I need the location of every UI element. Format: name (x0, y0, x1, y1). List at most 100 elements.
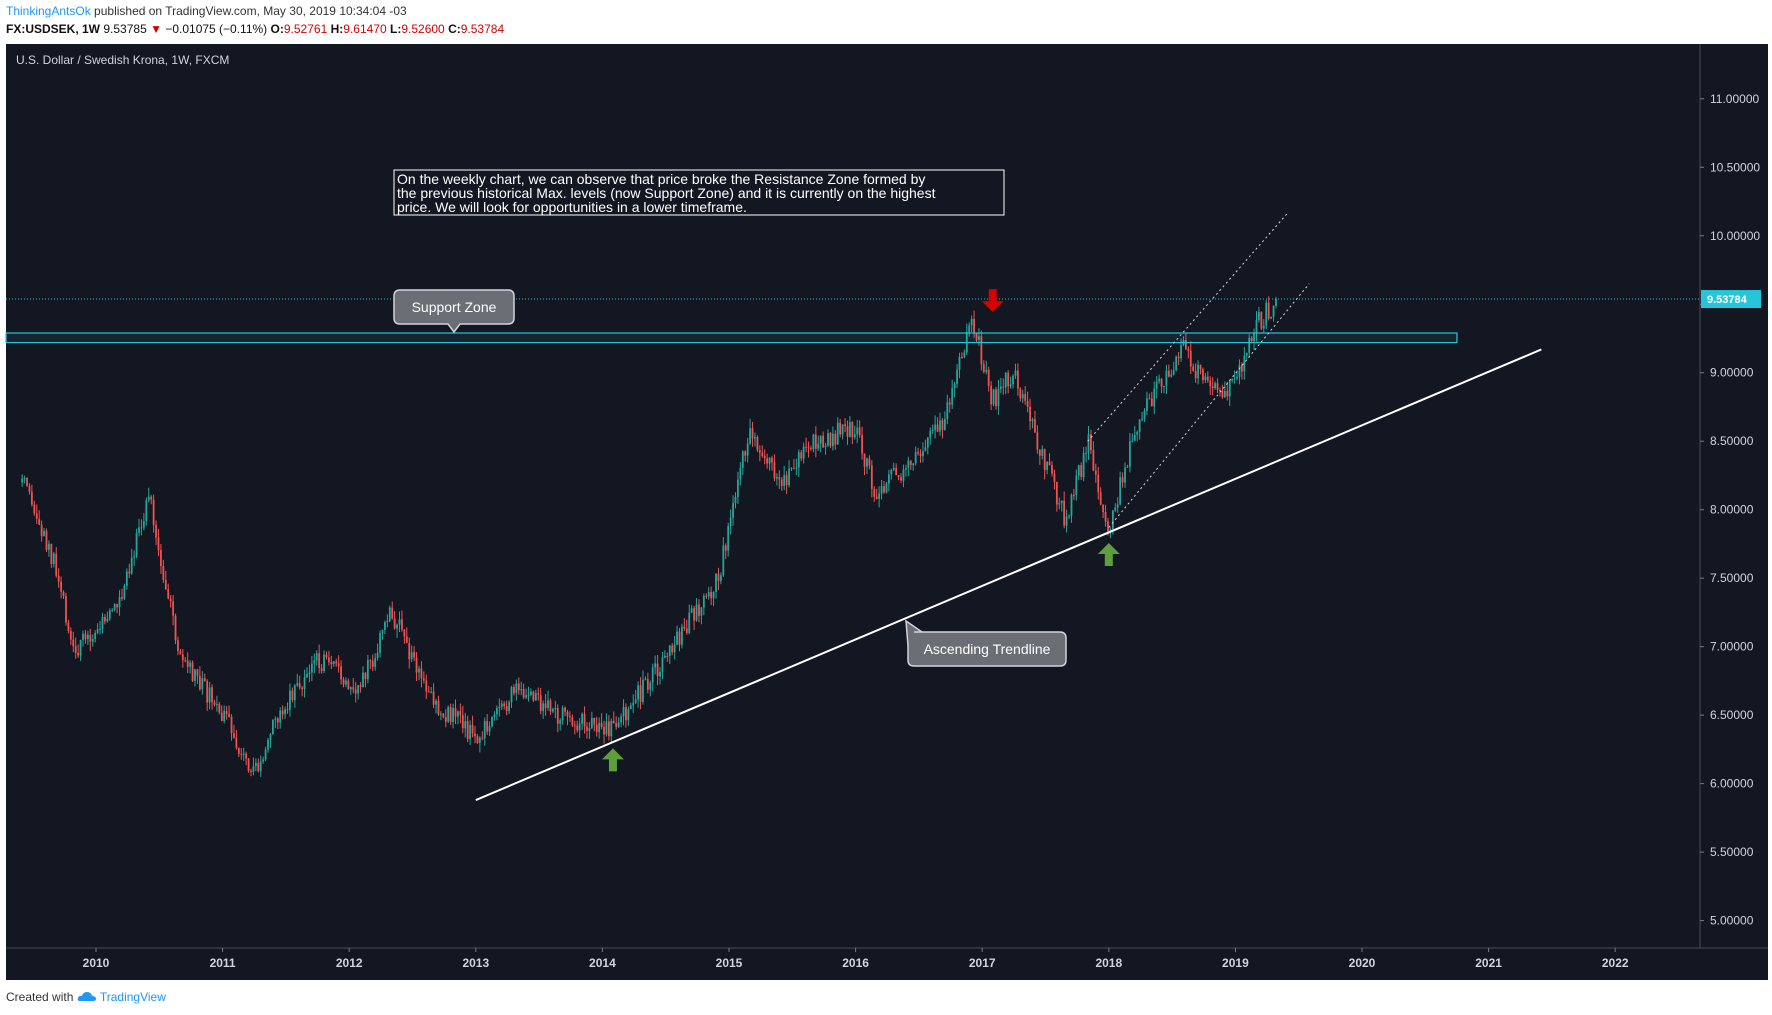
candle-body (1240, 365, 1243, 372)
candle-body (410, 652, 413, 660)
candle-body (1265, 302, 1268, 326)
candle-body (62, 591, 65, 597)
candle-body (934, 424, 937, 430)
candle-body (831, 433, 834, 447)
candle-body (1131, 440, 1134, 442)
candle-body (1245, 352, 1248, 356)
candle-body (724, 545, 727, 551)
candle-body (425, 680, 428, 692)
candle-body (681, 626, 683, 645)
candle-body (1017, 370, 1019, 389)
note-line: the previous historical Max. levels (now… (397, 185, 936, 201)
candle-body (481, 737, 484, 739)
candle-body (566, 711, 569, 717)
author-link[interactable]: ThinkingAntsOk (6, 4, 91, 18)
candle-body (666, 655, 669, 657)
candle-body (376, 652, 379, 659)
candle-body (1141, 418, 1143, 420)
candle-body (128, 571, 131, 574)
candle-body (216, 703, 218, 705)
candle-body (371, 660, 374, 667)
candle-body (588, 728, 591, 731)
candle-body (201, 678, 204, 690)
candle-body (145, 500, 148, 521)
candle-body (259, 761, 262, 772)
candle-body (547, 700, 549, 708)
candle-body (758, 450, 761, 453)
ascending-trendline (475, 348, 1542, 801)
candle-body (600, 722, 603, 727)
candle-body (303, 677, 306, 690)
candle-body (1272, 305, 1275, 317)
candle-body (476, 736, 479, 743)
candle-body (1160, 378, 1163, 387)
candle-body (162, 566, 165, 580)
candle-body (45, 530, 48, 550)
note-line: On the weekly chart, we can observe that… (397, 171, 925, 187)
candle-body (405, 636, 408, 643)
candle-body (824, 445, 827, 448)
candle-body (931, 429, 934, 431)
x-tick-label: 2017 (969, 956, 996, 970)
candle-body (505, 706, 508, 712)
candle-body (1038, 449, 1041, 456)
candle-body (323, 654, 325, 671)
candle-body (142, 520, 145, 528)
candle-body (1221, 390, 1224, 398)
candle-body (515, 683, 518, 694)
chart-title: U.S. Dollar / Swedish Krona, 1W, FXCM (16, 53, 229, 67)
candle-body (573, 725, 576, 727)
candle-body (751, 428, 754, 439)
candle-body (698, 604, 700, 616)
candle-body (1155, 381, 1158, 389)
candle-body (167, 589, 170, 599)
candle-body (627, 709, 630, 721)
candle-body (1262, 325, 1265, 329)
candle-body (595, 724, 598, 733)
x-tick-label: 2011 (210, 956, 236, 970)
candle-body (291, 690, 294, 701)
candle-body (822, 435, 825, 448)
candle-body (544, 703, 547, 708)
candle-body (452, 707, 454, 722)
note-box (393, 169, 1005, 216)
candle-body (729, 517, 732, 526)
tradingview-link[interactable]: TradingView (99, 990, 166, 1004)
candle-body (564, 707, 566, 712)
candle-body (301, 687, 304, 690)
candle-body (836, 422, 839, 445)
candle-body (807, 447, 810, 449)
candle-body (354, 689, 357, 694)
y-tick-label: 5.00000 (1710, 914, 1754, 928)
candle-body (530, 691, 532, 695)
candle-body (379, 633, 381, 653)
candle-body (308, 672, 311, 674)
candle-body (527, 694, 530, 696)
candle-body (1090, 434, 1092, 451)
candle-body (702, 595, 705, 608)
candle-body (990, 385, 993, 405)
candle-body (459, 711, 462, 716)
candle-body (38, 518, 41, 525)
candle-body (1150, 398, 1153, 407)
candle-body (1189, 350, 1192, 367)
candle-body (240, 753, 243, 755)
publish-date: published on TradingView.com, May 30, 20… (94, 4, 407, 18)
candle-body (561, 707, 564, 721)
candle-body (593, 717, 596, 725)
candle-body (330, 661, 333, 665)
candle-body (510, 686, 513, 703)
candle-body (157, 537, 160, 551)
candle-body (671, 645, 674, 653)
candle-body (1243, 355, 1246, 372)
candle-body (486, 721, 489, 732)
candle-body (873, 488, 876, 497)
candle-body (1197, 364, 1199, 379)
candle-body (203, 678, 206, 682)
candle-body (194, 669, 196, 681)
created-with-text: Created with (6, 990, 74, 1004)
last-price-badge (1701, 290, 1761, 309)
candle-body (111, 609, 114, 611)
candle-body (198, 675, 201, 690)
